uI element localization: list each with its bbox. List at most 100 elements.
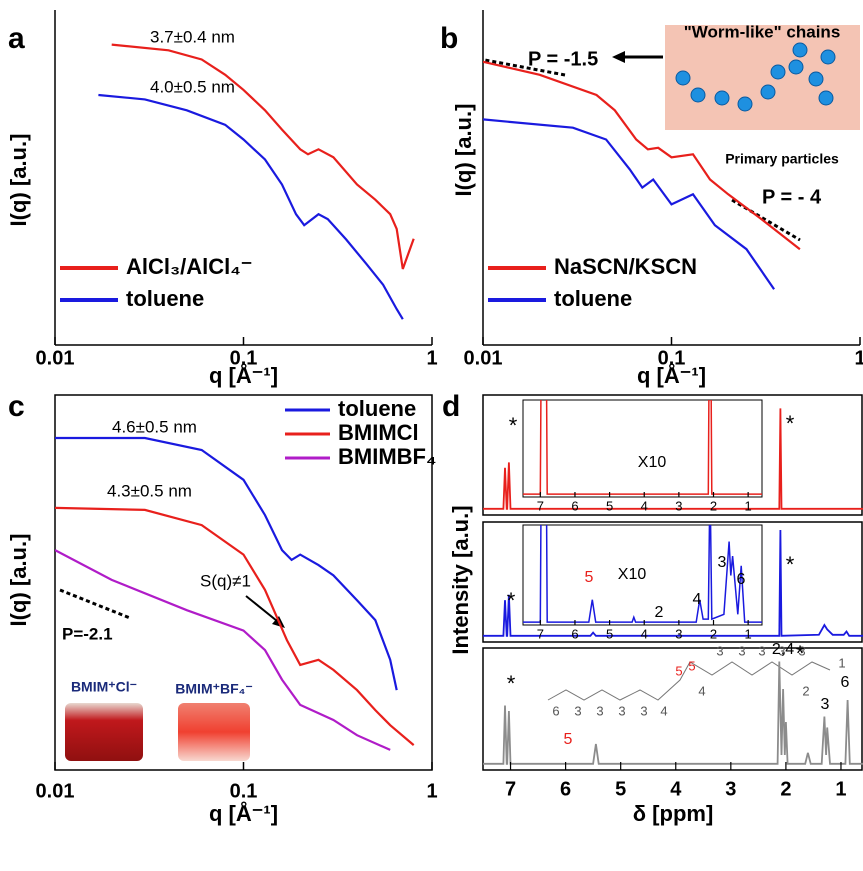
x-tick-label: 0.01 — [464, 347, 503, 369]
x-tick-label: 4 — [641, 626, 648, 641]
legend-label: BMIMBF₄ — [338, 444, 436, 469]
photo-beaker — [178, 703, 250, 761]
subplot-frame — [482, 394, 863, 516]
x-tick-label: 3 — [675, 498, 682, 513]
legend-label: NaSCN/KSCN — [554, 254, 697, 279]
x-tick-label: 1 — [835, 778, 846, 800]
x-tick-label: 4 — [670, 778, 682, 800]
x-tick-label: 5 — [606, 626, 613, 641]
annotation: * — [796, 641, 805, 666]
plot-area — [483, 408, 863, 510]
annotation: * — [786, 411, 795, 436]
annotation: BMIM⁺Cl⁻ — [71, 679, 137, 695]
x-tick-label: 0.1 — [230, 780, 258, 802]
annotation: Primary particles — [725, 151, 839, 167]
annotation: 5 — [585, 569, 594, 586]
structure-label: 3 — [716, 643, 723, 658]
annotation: P = - 4 — [762, 186, 822, 208]
structure-label: 3 — [596, 703, 603, 718]
y-axis-label: I(q) [a.u.] — [6, 134, 31, 227]
annotation: 4.0±0.5 nm — [150, 77, 235, 96]
x-tick-label: 0.1 — [658, 347, 686, 369]
x-tick-label: 2 — [780, 778, 791, 800]
photo-beaker — [65, 703, 143, 761]
structure-label: 4 — [698, 683, 705, 698]
x-tick-label: 6 — [571, 498, 578, 513]
plot-area — [523, 525, 762, 623]
structure-label: 5 — [688, 658, 695, 673]
inset-frame — [522, 399, 763, 498]
x-tick-label: 1 — [426, 780, 437, 802]
annotation: 4 — [693, 591, 702, 608]
plot-area — [98, 43, 415, 320]
x-tick-label: 1 — [426, 347, 437, 369]
plot-area — [483, 661, 863, 765]
structure-label: 3 — [798, 643, 805, 658]
x-tick-label: 1 — [854, 347, 863, 369]
annotation: 2 — [655, 604, 664, 621]
annotation: "Worm-like" chains — [684, 22, 841, 41]
annotation: 6 — [737, 571, 746, 588]
structure-label: 3 — [618, 703, 625, 718]
annotation: P=-2.1 — [62, 624, 113, 643]
structure-label: 3 — [640, 703, 647, 718]
y-axis-label: I(q) [a.u.] — [6, 534, 31, 627]
x-tick-label: 5 — [615, 778, 626, 800]
spectrum-line — [483, 408, 863, 510]
annotation: * — [509, 413, 518, 438]
structure-label: 4 — [660, 703, 667, 718]
x-tick-label: 2 — [710, 498, 717, 513]
molecule — [547, 661, 831, 701]
y-axis-label: Intensity [a.u.] — [448, 505, 473, 654]
x-tick-label: 1 — [745, 498, 752, 513]
structure-label: 5 — [675, 663, 682, 678]
data-line — [55, 549, 391, 751]
panel-label: c — [8, 390, 25, 423]
data-line — [483, 60, 801, 251]
x-tick-label: 5 — [606, 498, 613, 513]
data-line — [111, 43, 415, 270]
structure-label: 3 — [738, 643, 745, 658]
x-tick-label: 0.01 — [36, 347, 75, 369]
annotation: S(q)≠1 — [200, 571, 251, 590]
plot-area — [483, 529, 863, 637]
annotation: 4.6±0.5 nm — [112, 417, 197, 436]
data-line — [483, 118, 776, 290]
annotation: 3 — [718, 554, 727, 571]
structure-label: 2 — [802, 683, 809, 698]
x-axis-label: δ [ppm] — [633, 801, 714, 826]
subplot-frame — [482, 647, 863, 771]
inset-box — [665, 25, 860, 130]
x-tick-label: 3 — [725, 778, 736, 800]
x-tick-label: 6 — [571, 626, 578, 641]
spectrum-line — [483, 661, 863, 765]
data-line — [55, 436, 398, 691]
annotation: 5 — [564, 731, 573, 748]
annotation: 2,4 — [772, 641, 794, 658]
annotation: 3 — [821, 696, 830, 713]
data-line — [98, 93, 404, 320]
annotation: X10 — [618, 566, 647, 583]
x-axis-label: q [Å⁻¹] — [209, 362, 278, 388]
panel-label: d — [442, 390, 460, 423]
y-axis-label: I(q) [a.u.] — [451, 104, 476, 197]
x-tick-label: 6 — [560, 778, 571, 800]
legend-label: AlCl₃/AlCl₄⁻ — [126, 254, 252, 279]
annotation: 4.3±0.5 nm — [107, 481, 192, 500]
x-tick-label: 7 — [505, 778, 516, 800]
x-tick-label: 7 — [537, 498, 544, 513]
x-tick-label: 4 — [641, 498, 648, 513]
spectrum-line — [483, 529, 863, 637]
x-tick-label: 0.01 — [36, 780, 75, 802]
x-axis-label: q [Å⁻¹] — [209, 800, 278, 826]
x-tick-label: 0.1 — [230, 347, 258, 369]
data-line — [55, 506, 415, 746]
annotation: 6 — [841, 674, 850, 691]
x-axis-label: q [Å⁻¹] — [637, 362, 706, 388]
slope-line — [731, 198, 801, 242]
annotation: * — [507, 671, 516, 696]
legend-label: toluene — [338, 396, 416, 421]
annotation: 3.7±0.4 nm — [150, 27, 235, 46]
plot-area — [55, 436, 415, 751]
